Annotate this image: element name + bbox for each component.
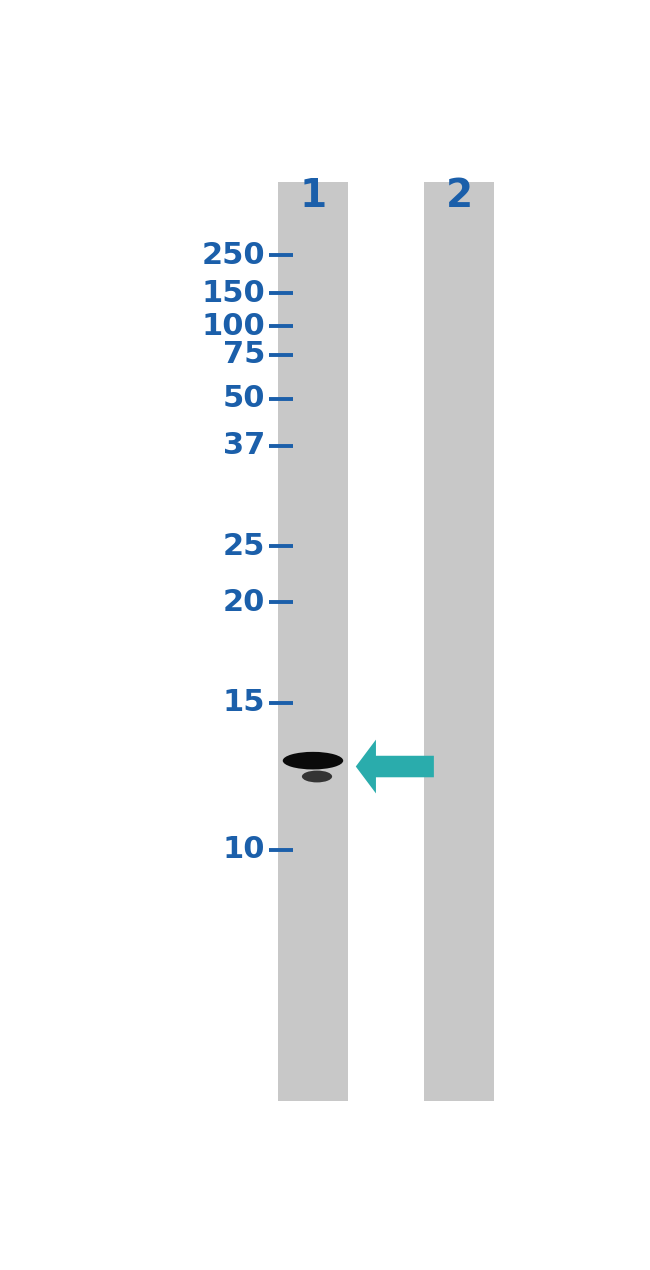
Text: 37: 37: [223, 432, 265, 460]
Text: 250: 250: [202, 240, 265, 269]
Text: 15: 15: [222, 688, 265, 718]
Bar: [278, 182, 348, 1101]
Text: 1: 1: [300, 178, 326, 216]
Ellipse shape: [302, 771, 332, 782]
Ellipse shape: [283, 752, 343, 770]
Text: 25: 25: [223, 532, 265, 561]
Text: 2: 2: [445, 178, 473, 216]
FancyArrow shape: [356, 739, 434, 794]
Bar: [424, 182, 494, 1101]
Text: 50: 50: [222, 385, 265, 413]
Text: 10: 10: [222, 836, 265, 864]
Text: 20: 20: [223, 588, 265, 617]
Text: 100: 100: [202, 312, 265, 340]
Text: 150: 150: [202, 278, 265, 307]
Text: 75: 75: [223, 340, 265, 370]
